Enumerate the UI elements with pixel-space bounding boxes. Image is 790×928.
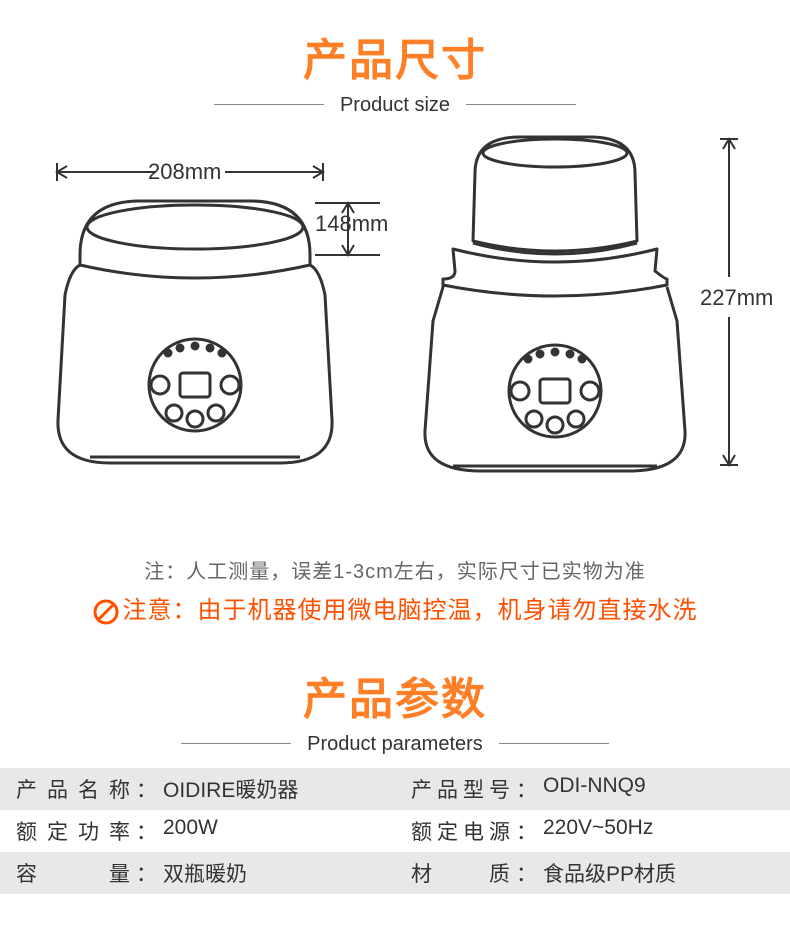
- measurement-note: 注：人工测量，误差1-3cm左右，实际尺寸已实物为准: [0, 555, 790, 584]
- product-line-drawing-short: [50, 195, 340, 475]
- param-label: 额定电源: [395, 816, 510, 846]
- divider-line: [214, 104, 324, 105]
- colon: ：: [510, 816, 543, 846]
- colon: ：: [510, 774, 543, 804]
- divider-line: [466, 104, 576, 105]
- param-label: 产品名称: [0, 774, 130, 804]
- params-cell: 额定功率：200W: [0, 816, 395, 846]
- param-value: ODI-NNQ9: [543, 774, 790, 804]
- warning-text: 注意：由于机器使用微电脑控温，机身请勿直接水洗: [123, 597, 698, 624]
- params-cell: 容 量：双瓶暖奶: [0, 858, 395, 888]
- size-title-en: Product size: [328, 94, 462, 117]
- params-title-en: Product parameters: [295, 733, 495, 756]
- params-section-header: 产品参数 Product parameters: [0, 663, 790, 756]
- warning-note: 注意：由于机器使用微电脑控温，机身请勿直接水洗: [0, 590, 790, 625]
- params-row: 容 量：双瓶暖奶 材 质：食品级PP材质: [0, 852, 790, 894]
- param-label: 额定功率: [0, 816, 130, 846]
- param-value: 食品级PP材质: [543, 858, 790, 888]
- param-value: 200W: [163, 816, 395, 846]
- params-divider: Product parameters: [0, 731, 790, 756]
- size-title-cn: 产品尺寸: [0, 24, 790, 88]
- params-cell: 材 质：食品级PP材质: [395, 858, 790, 888]
- params-cell: 产品型号：ODI-NNQ9: [395, 774, 790, 804]
- params-cell: 产品名称：OIDIRE暖奶器: [0, 774, 395, 804]
- param-value: 220V~50Hz: [543, 816, 790, 846]
- size-section-header: 产品尺寸 Product size: [0, 24, 790, 117]
- param-value: 双瓶暖奶: [163, 858, 395, 888]
- param-label: 材 质: [395, 858, 510, 888]
- param-label: 容 量: [0, 858, 130, 888]
- params-cell: 额定电源：220V~50Hz: [395, 816, 790, 846]
- colon: ：: [130, 816, 163, 846]
- divider-line: [499, 743, 609, 744]
- params-row: 额定功率：200W 额定电源：220V~50Hz: [0, 810, 790, 852]
- params-row: 产品名称：OIDIRE暖奶器 产品型号：ODI-NNQ9: [0, 768, 790, 810]
- param-value: OIDIRE暖奶器: [163, 774, 395, 804]
- divider-line: [181, 743, 291, 744]
- params-section: 产品参数 Product parameters 产品名称：OIDIRE暖奶器 产…: [0, 663, 790, 894]
- dimensions-diagram: 208mm 148mm 227mm: [0, 137, 790, 537]
- param-label: 产品型号: [395, 774, 510, 804]
- colon: ：: [130, 858, 163, 888]
- params-title-cn: 产品参数: [0, 663, 790, 727]
- height-label: 227mm: [700, 285, 773, 311]
- params-table: 产品名称：OIDIRE暖奶器 产品型号：ODI-NNQ9 额定功率：200W 额…: [0, 768, 790, 894]
- size-divider: Product size: [0, 92, 790, 117]
- colon: ：: [510, 858, 543, 888]
- width-label: 208mm: [148, 159, 221, 185]
- colon: ：: [130, 774, 163, 804]
- prohibit-icon: [93, 599, 119, 625]
- product-line-drawing-tall: [405, 131, 705, 477]
